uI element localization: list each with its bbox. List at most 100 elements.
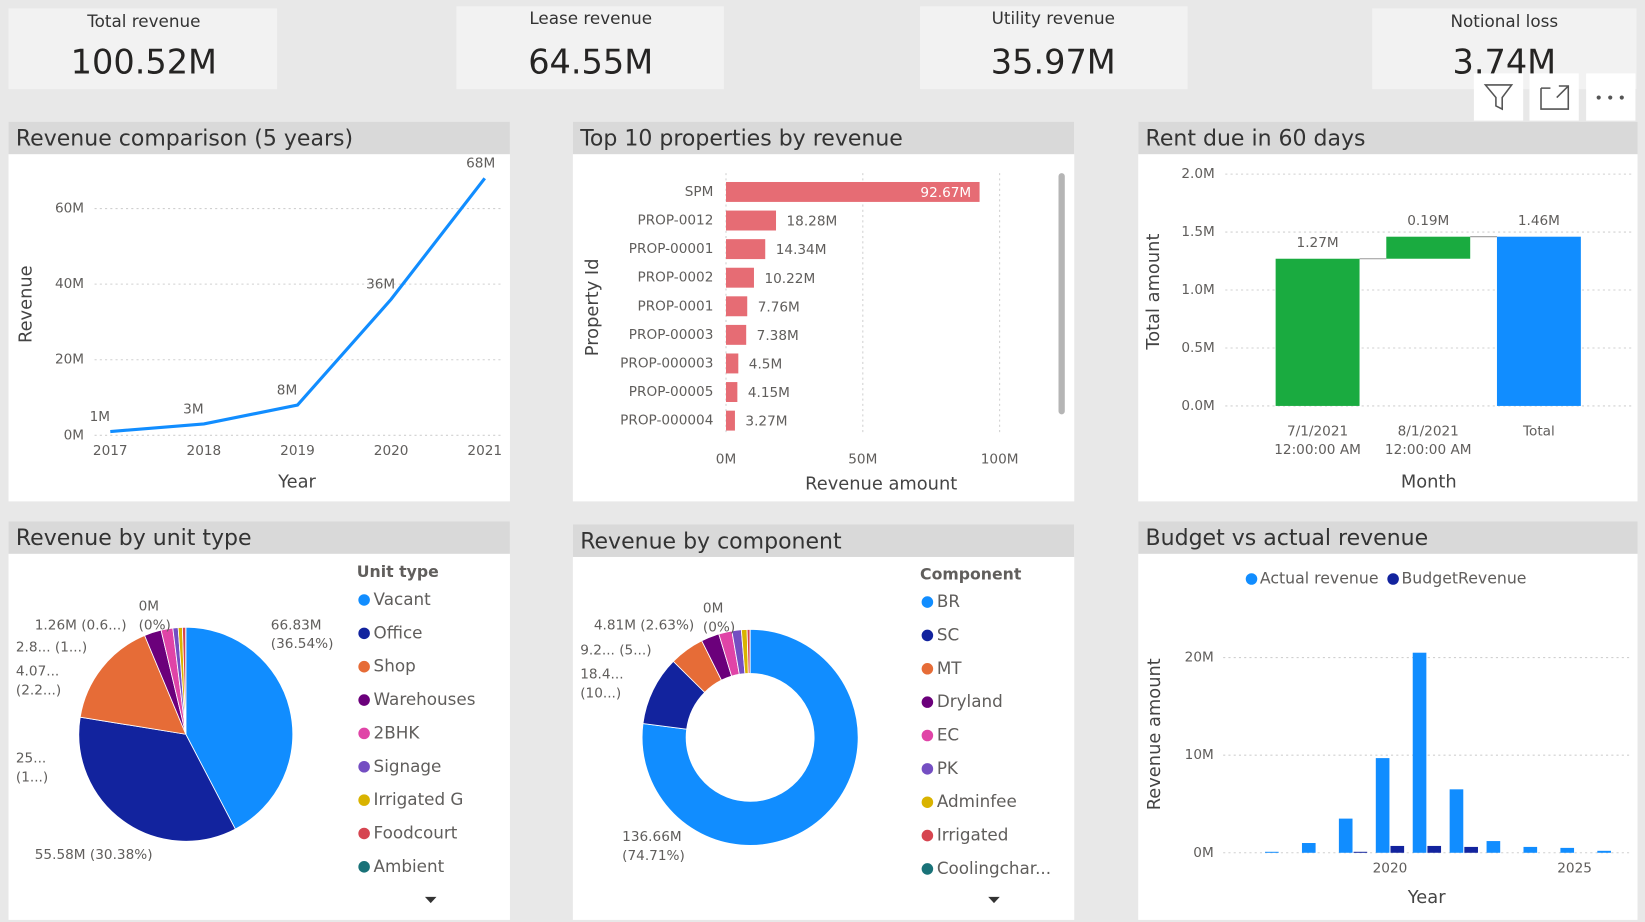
x-tick-label: 0M (716, 451, 736, 467)
y-tick-label: 10M (1185, 747, 1214, 763)
data-label: 14.34M (776, 242, 827, 258)
card-label: Total revenue (86, 11, 200, 31)
focus-button[interactable] (1529, 73, 1579, 121)
x-axis-title: Month (1401, 472, 1457, 493)
legend-scroll (988, 896, 1000, 904)
legend-marker (358, 861, 370, 873)
panel-header (1138, 121, 1638, 155)
y-tick-label: PROP-00005 (629, 384, 714, 400)
data-label: 1.26M (0.6...) (34, 617, 127, 634)
panel-header (8, 121, 510, 155)
x-tick-label: Total (1522, 423, 1555, 440)
legend-label: Shop (374, 656, 416, 676)
waterfall-bar (1275, 258, 1360, 406)
bar (725, 324, 747, 345)
legend-marker (358, 627, 370, 640)
legend-marker (358, 760, 370, 773)
bar (725, 210, 777, 231)
panel (8, 121, 510, 502)
x-tick-label: 8/1/2021 12:00:00 AM (1384, 423, 1472, 458)
y-tick-label: PROP-00003 (629, 327, 714, 343)
legend-label: SC (937, 624, 959, 644)
x-tick-label-box: Total (1522, 423, 1555, 440)
legend-marker (921, 796, 934, 808)
x-tick-label: 2020 (1373, 861, 1408, 877)
legend-label: Irrigated (937, 825, 1009, 845)
x-axis-title: Revenue amount (805, 474, 957, 495)
x-tick-label: 2017 (93, 443, 128, 459)
legend-label: BR (937, 591, 961, 611)
x-axis-title: Year (277, 472, 316, 493)
y-tick-label: SPM (685, 184, 714, 200)
data-label: 7.76M (758, 299, 800, 315)
data-label: 0.19M (1407, 213, 1449, 229)
panel-title: Budget vs actual revenue (1146, 526, 1429, 551)
data-label: 68M (466, 156, 495, 172)
legend-marker (921, 629, 934, 642)
data-label: 1M (90, 409, 110, 425)
data-label-box: 66.83M (36.54%) (271, 618, 334, 652)
card-value: 100.52M (71, 42, 217, 81)
filter-button[interactable] (1473, 73, 1524, 121)
data-label-box: 136.66M (74.71%) (622, 829, 685, 864)
column (1449, 789, 1464, 853)
card-value: 64.55M (528, 42, 653, 81)
scrollbar (1058, 173, 1065, 415)
card-value: 35.97M (991, 42, 1116, 81)
legend-marker (1245, 573, 1258, 585)
pie-slice (185, 626, 294, 830)
data-label-box: 25... (1...) (15, 751, 49, 786)
column (1412, 652, 1427, 853)
focus-icon (1540, 85, 1570, 110)
panel-header (572, 121, 1075, 155)
legend-label: Signage (374, 756, 442, 776)
data-label: 25... (1...) (15, 751, 49, 786)
panel-title: Revenue by component (580, 529, 842, 554)
x-tick-label-box: 7/1/2021 12:00:00 AM (1274, 424, 1361, 458)
legend-marker (921, 763, 934, 775)
legend-marker (921, 729, 934, 742)
panels: Revenue comparison (5 years) 0M 20M 40M 60M 2… (8, 121, 1638, 920)
x-axis-title: Year (1407, 887, 1446, 908)
dot (1608, 95, 1613, 100)
data-label: 9.2... (5...) (580, 642, 652, 659)
bar (725, 382, 738, 402)
y-tick-label: 20M (55, 352, 84, 368)
data-label: 4.15M (748, 385, 790, 401)
legend-marker (1387, 573, 1399, 585)
panel (1138, 521, 1638, 920)
legend-marker (358, 594, 370, 606)
data-label: 2.8... (1...) (15, 639, 88, 656)
panel-header (1138, 521, 1638, 554)
legend-label: Adminfee (937, 791, 1017, 811)
data-label-box: 55.58M (30.38%) (35, 848, 153, 864)
y-axis-title: Property Id (582, 258, 603, 356)
y-tick-label: PROP-0001 (637, 298, 713, 314)
bar (725, 239, 766, 260)
legend-marker (358, 694, 370, 706)
card (920, 6, 1188, 90)
column (1486, 841, 1501, 853)
data-label-box: 1.26M (0.6...) (34, 617, 127, 634)
column (1523, 846, 1538, 853)
y-tick-label: PROP-000003 (620, 355, 713, 371)
legend-label: Ambient (374, 856, 445, 876)
data-label-box: 18.4... (10...) (580, 667, 624, 702)
data-label: 7.38M (757, 328, 799, 344)
card-label: Lease revenue (529, 8, 652, 28)
data-label: 3M (183, 401, 203, 417)
legend-label: Coolingchar... (937, 858, 1051, 878)
card (8, 8, 278, 90)
visual-toolbar (1473, 73, 1636, 121)
column (1338, 818, 1353, 853)
card (456, 6, 724, 90)
data-label: 18.4... (10...) (580, 667, 624, 702)
data-label: 10.22M (764, 271, 815, 287)
data-label: 92.67M (920, 185, 971, 201)
data-label-box: 9.2... (5...) (580, 642, 652, 659)
data-label: 3.27M (745, 414, 787, 430)
y-tick-label: 0.5M (1181, 340, 1214, 356)
line-series (110, 177, 486, 434)
data-label: 136.66M (74.71%) (622, 829, 685, 864)
column (1301, 843, 1316, 853)
